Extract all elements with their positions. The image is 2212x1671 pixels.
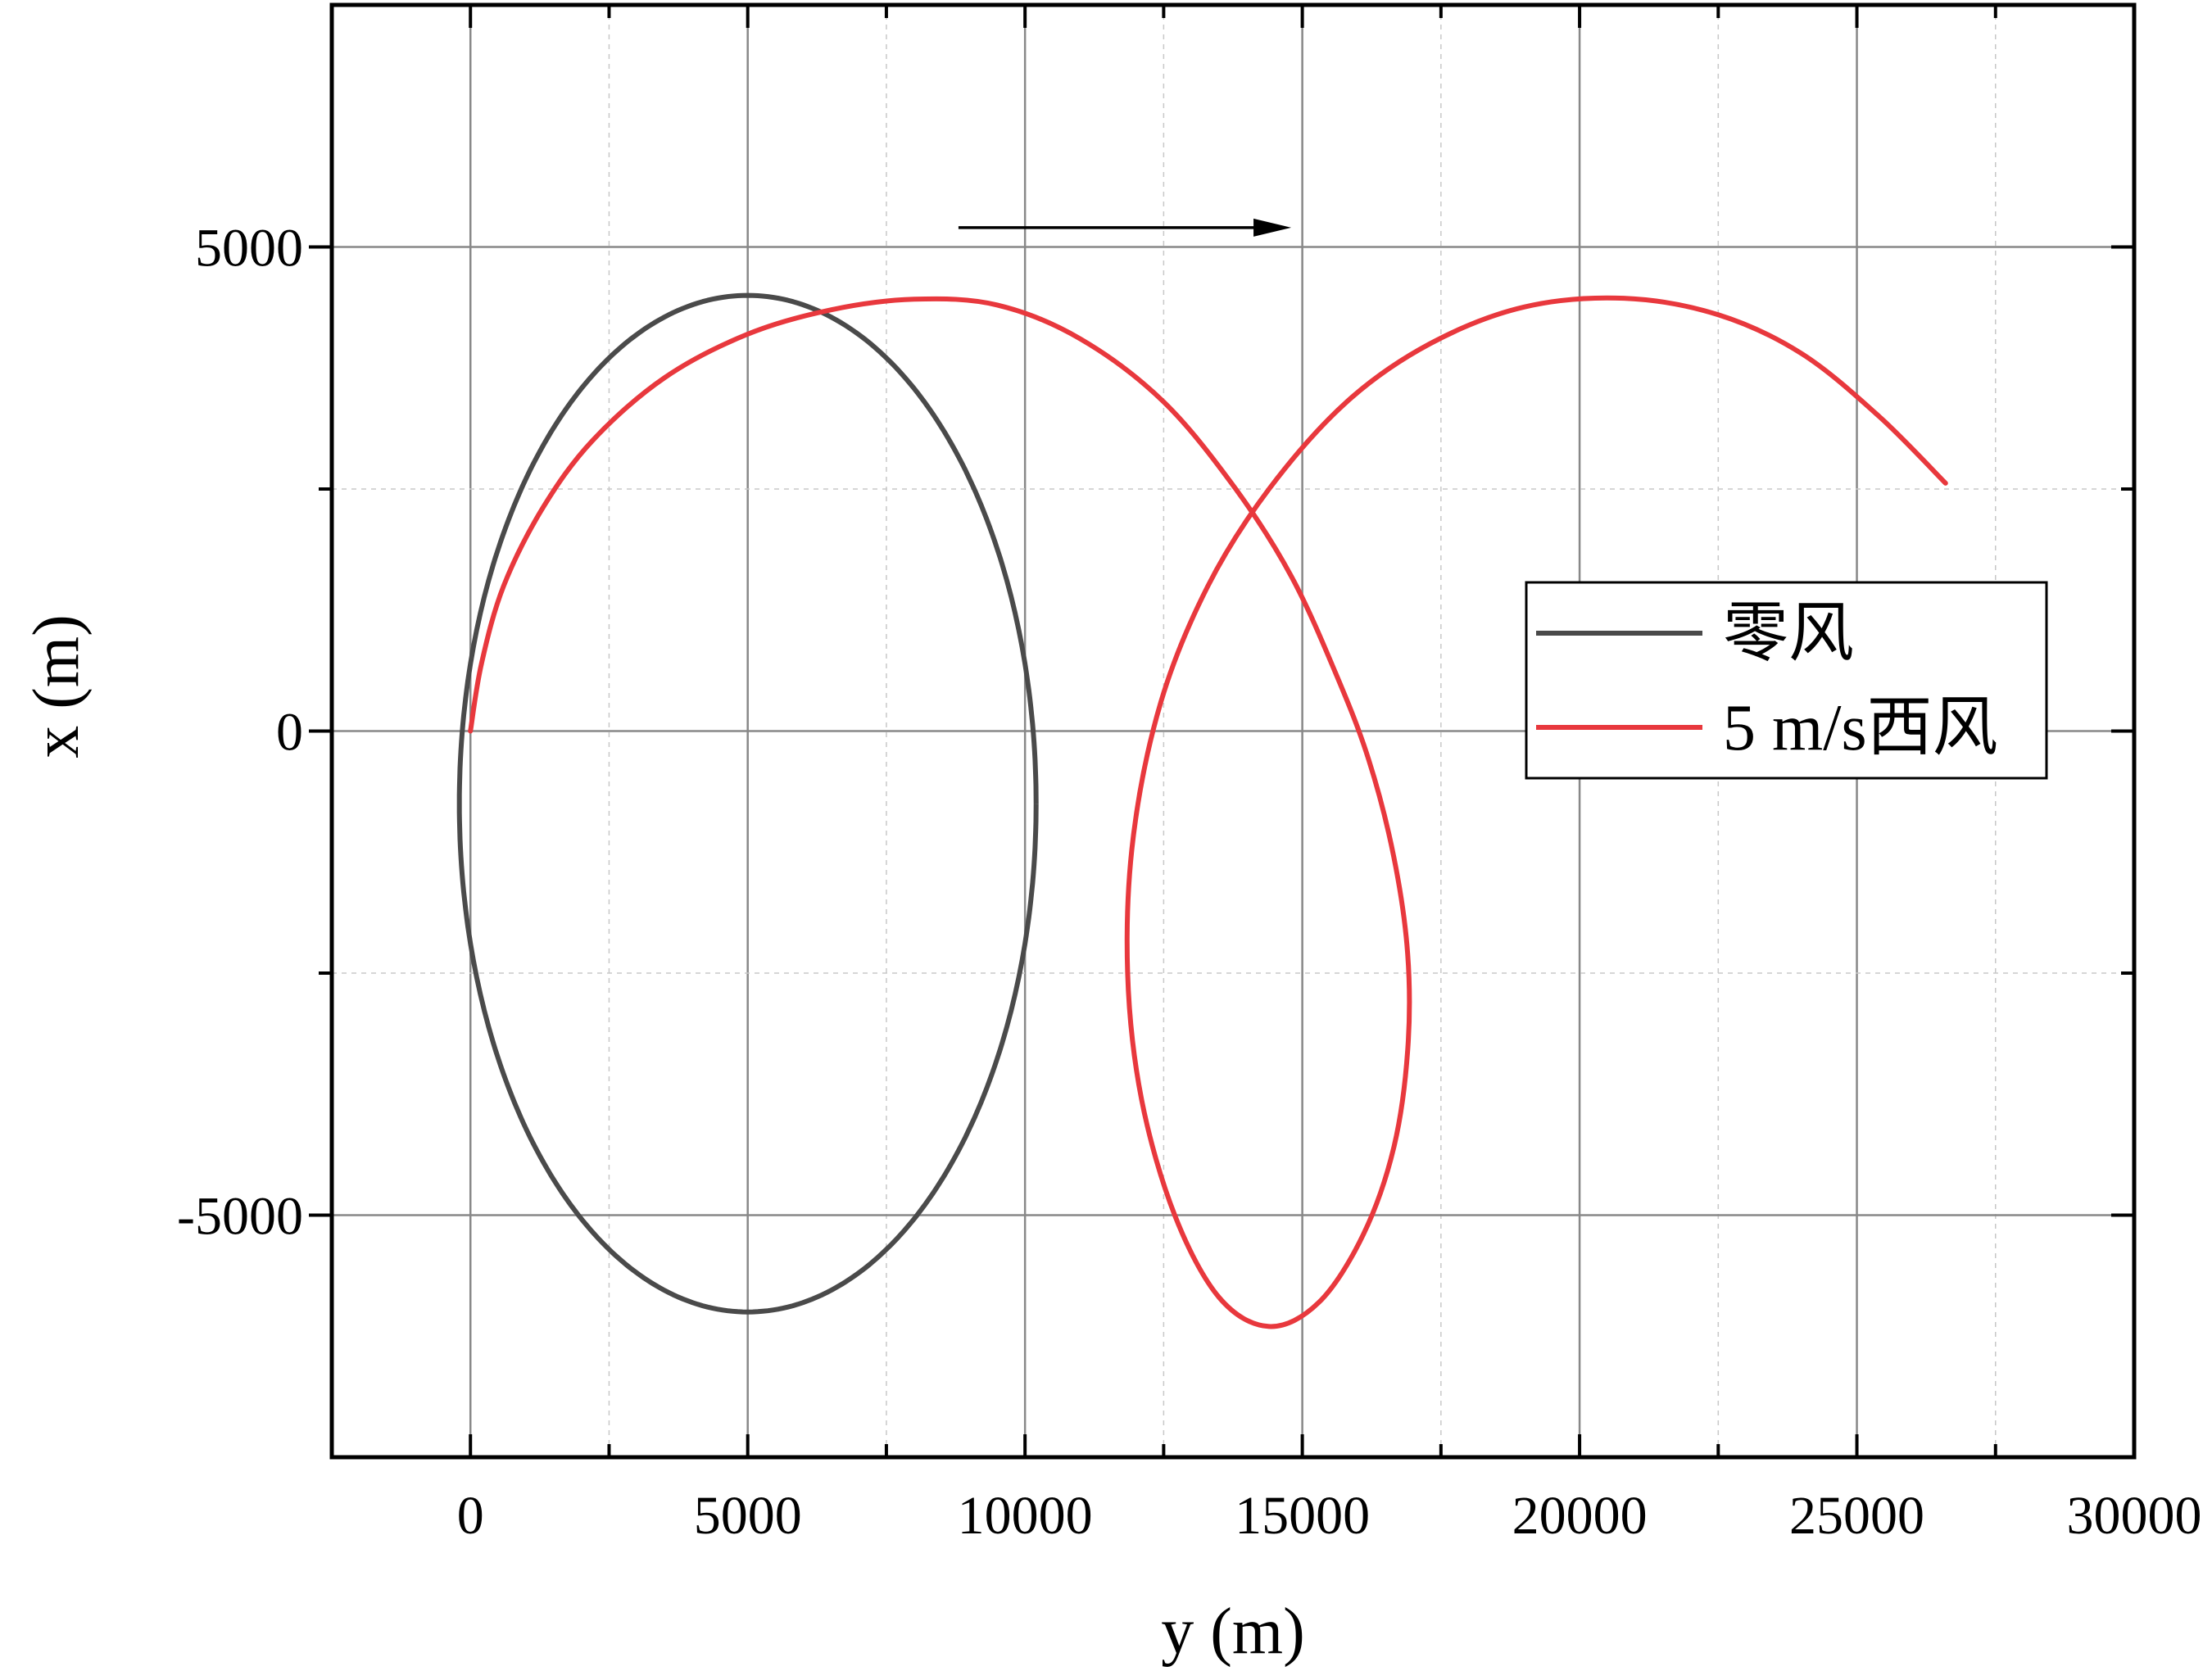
- x-tick-label: 10000: [958, 1486, 1093, 1546]
- x-tick-label: 25000: [1789, 1486, 1924, 1546]
- annotation-layer: [958, 218, 1292, 237]
- tick-labels: 0 5000 10000 15000 20000 25000 30000 -5000 0 5000: [177, 219, 2201, 1546]
- series-layer: [456, 292, 1948, 1329]
- x-tick-label: 0: [457, 1486, 484, 1546]
- series-line-west-wind: [468, 295, 1948, 1329]
- y-tick-label: 5000: [195, 219, 303, 278]
- x-tick-label: 20000: [1512, 1486, 1648, 1546]
- x-tick-label: 5000: [694, 1486, 802, 1546]
- legend-label-west-wind: 5 m/s西风: [1723, 692, 1998, 764]
- legend: 零风 5 m/s西风: [1525, 581, 2048, 780]
- y-axis-title: x (m): [20, 614, 93, 759]
- x-tick-label: 15000: [1235, 1486, 1370, 1546]
- x-axis-title: y (m): [1161, 1596, 1305, 1668]
- series-line-zero-wind: [456, 292, 1039, 1315]
- y-tick-label: -5000: [177, 1187, 303, 1247]
- y-tick-label: 0: [276, 703, 303, 763]
- ticks: [309, 5, 2134, 1457]
- legend-box: [1525, 581, 2048, 780]
- x-tick-label: 30000: [2067, 1486, 2202, 1546]
- legend-label-zero-wind: 零风: [1723, 598, 1854, 670]
- wind-arrow-head: [1253, 218, 1292, 237]
